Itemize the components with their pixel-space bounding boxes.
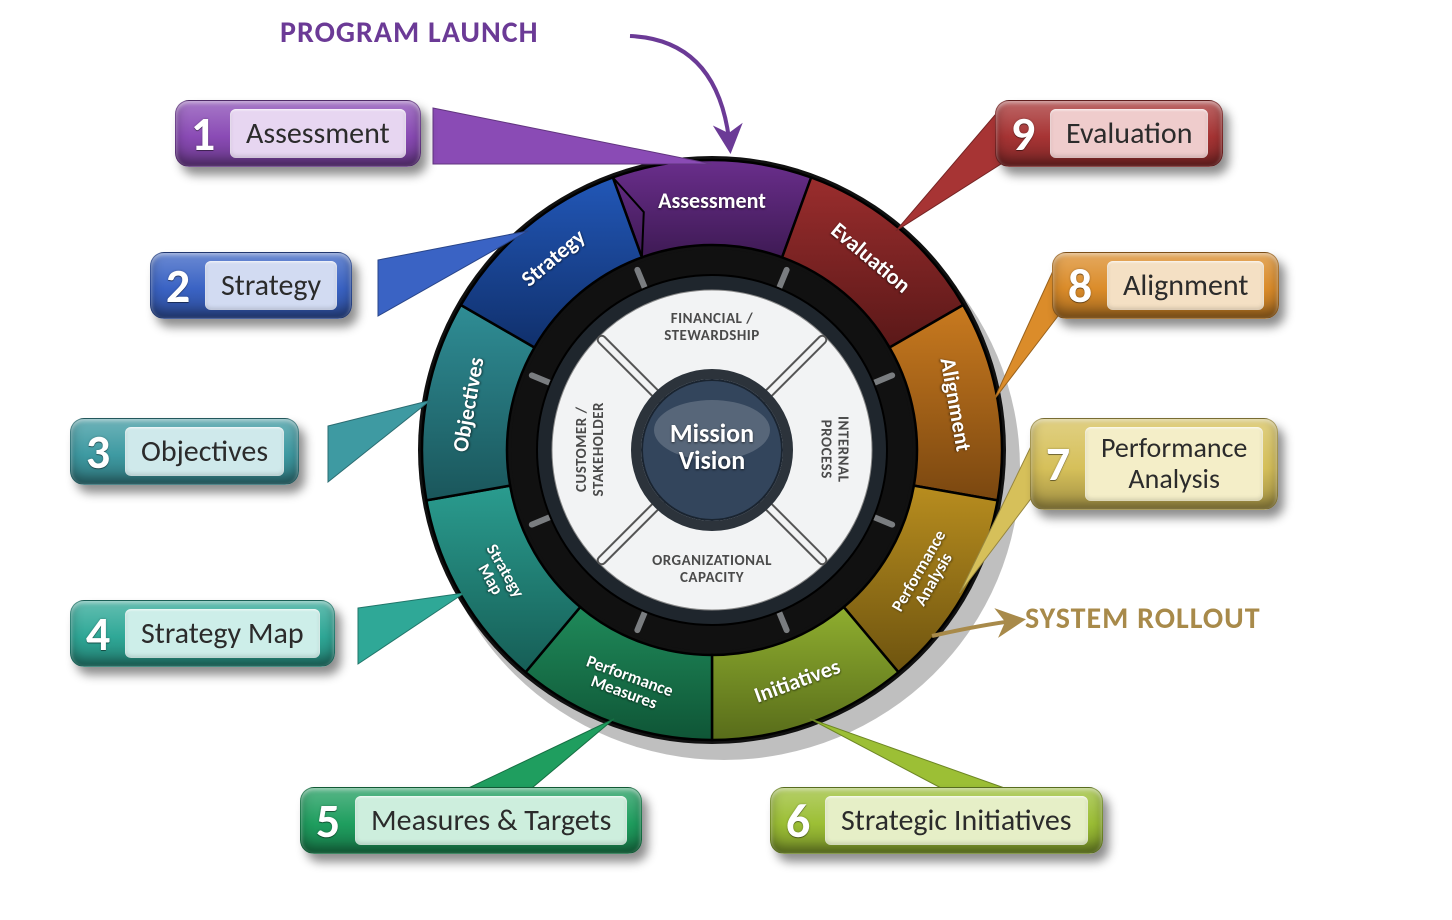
step-number-3: 3 [81,428,115,476]
step-label-1: Assessment [230,109,406,158]
step-connector-8 [994,260,1058,400]
quad-label-1: INTERNALPROCESS [816,379,851,519]
step-8: 8Alignment [1052,252,1279,319]
step-number-1: 1 [186,110,220,158]
quad-label-0: FINANCIAL /STEWARDSHIP [642,311,782,346]
step-2: 2Strategy [150,252,352,319]
step-6: 6Strategic Initiatives [770,787,1103,854]
step-number-9: 9 [1006,110,1040,158]
step-number-7: 7 [1041,440,1075,488]
step-connector-6 [810,719,1019,793]
step-label-7: PerformanceAnalysis [1085,427,1263,501]
step-connector-1 [433,108,712,164]
step-label-5: Measures & Targets [355,796,627,845]
hub-title-line1: Mission [652,420,772,447]
step-4: 4Strategy Map [70,600,335,667]
step-number-2: 2 [161,262,195,310]
step-label-2: Strategy [205,261,337,310]
step-connector-3 [328,400,430,482]
step-number-6: 6 [781,797,815,845]
program-launch-label: PROGRAM LAUNCH [280,14,539,51]
hub-title: Mission Vision [652,420,772,475]
step-9: 9Evaluation [995,100,1223,167]
step-number-5: 5 [311,797,345,845]
step-connector-4 [358,593,464,664]
program-launch-arrow [630,36,730,148]
step-7: 7PerformanceAnalysis [1030,418,1278,510]
step-label-4: Strategy Map [125,609,320,658]
segment-label-1: Assessment [642,187,782,214]
step-connector-9 [896,108,1001,231]
step-number-8: 8 [1063,262,1097,310]
step-label-8: Alignment [1107,261,1264,310]
system-rollout-label: SYSTEM ROLLOUT [1025,600,1261,637]
step-number-4: 4 [81,610,115,658]
step-connector-5 [458,719,614,793]
quad-label-3: CUSTOMER /STAKEHOLDER [574,379,609,519]
step-label-3: Objectives [125,427,284,476]
step-1: 1Assessment [175,100,421,167]
step-5: 5Measures & Targets [300,787,642,854]
step-label-6: Strategic Initiatives [825,796,1088,845]
hub-title-line2: Vision [652,447,772,474]
quad-label-2: ORGANIZATIONALCAPACITY [642,553,782,588]
step-3: 3Objectives [70,418,299,485]
step-label-9: Evaluation [1050,109,1208,158]
